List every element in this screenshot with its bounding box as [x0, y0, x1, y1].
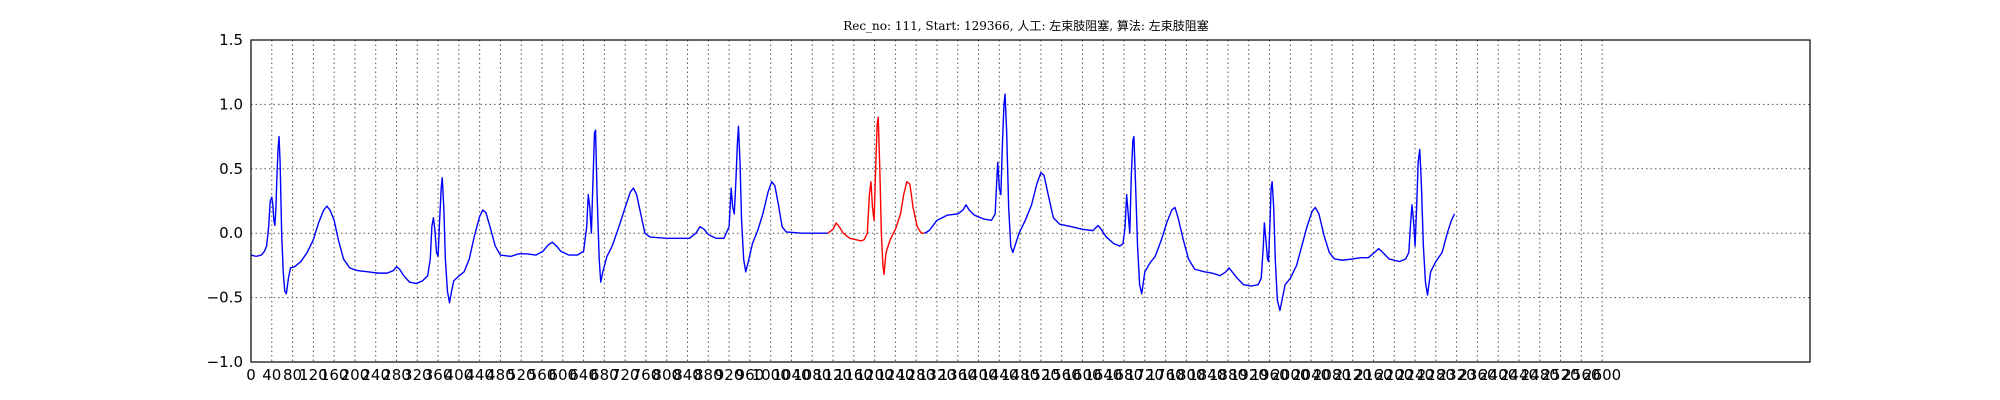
x-tick-label: 1720 [1126, 366, 1164, 384]
x-tick-label: 1320 [918, 366, 956, 384]
x-tick-label: 360 [424, 366, 453, 384]
x-tick-label: 40 [262, 366, 281, 384]
x-tick-label: 2320 [1438, 366, 1476, 384]
x-tick-label: 880 [694, 366, 723, 384]
x-tick-label: 1280 [897, 366, 935, 384]
x-tick-label: 80 [283, 366, 302, 384]
x-tick-label: 200 [341, 366, 370, 384]
x-tick-label: 1440 [980, 366, 1018, 384]
x-tick-label: 960 [736, 366, 765, 384]
plot-frame [250, 39, 1811, 363]
x-tick-label: 1120 [814, 366, 852, 384]
y-tick-label: −1.0 [207, 353, 243, 371]
x-tick-label: 2400 [1479, 366, 1517, 384]
x-tick-label: 400 [445, 366, 474, 384]
x-tick-label: 2480 [1521, 366, 1559, 384]
x-tick-label: 2440 [1500, 366, 1538, 384]
x-tick-label: 1520 [1022, 366, 1060, 384]
x-tick-label: 2240 [1396, 366, 1434, 384]
x-tick-label: 1600 [1063, 366, 1101, 384]
x-tick-label: 280 [382, 366, 411, 384]
y-tick-label: 1.0 [219, 95, 243, 113]
ecg-highlight-segment [827, 116, 925, 276]
x-tick-label: 160 [320, 366, 349, 384]
x-tick-label: 1680 [1105, 366, 1143, 384]
x-tick-label: 1800 [1167, 366, 1205, 384]
x-tick-label: 1000 [752, 366, 790, 384]
x-tick-label: 440 [465, 366, 494, 384]
x-tick-label: 640 [569, 366, 598, 384]
x-tick-label: 2600 [1583, 366, 1621, 384]
x-tick-label: 760 [632, 366, 661, 384]
ecg-signal-line [924, 93, 1456, 312]
x-tick-label: 2200 [1375, 366, 1413, 384]
x-tick-label: 1480 [1001, 366, 1039, 384]
x-tick-label: 1920 [1230, 366, 1268, 384]
x-tick-label: 560 [528, 366, 557, 384]
x-tick-label: 600 [548, 366, 577, 384]
y-tick-label: 0.0 [219, 224, 243, 242]
y-tick-label: 0.5 [219, 160, 243, 178]
ecg-signal-line [250, 125, 828, 304]
x-tick-label: 2000 [1271, 366, 1309, 384]
x-tick-label: 2080 [1313, 366, 1351, 384]
x-tick-label: 2280 [1417, 366, 1455, 384]
x-tick-label: 2560 [1562, 366, 1600, 384]
x-tick-label: 120 [299, 366, 328, 384]
x-tick-label: 1960 [1250, 366, 1288, 384]
x-tick-label: 1080 [793, 366, 831, 384]
x-tick-label: 800 [652, 366, 681, 384]
x-tick-label: 720 [611, 366, 640, 384]
series-layer [250, 93, 1456, 312]
x-tick-label: 920 [715, 366, 744, 384]
x-tick-label: 1840 [1188, 366, 1226, 384]
x-tick-label: 840 [673, 366, 702, 384]
x-tick-label: 1560 [1043, 366, 1081, 384]
x-tick-label: 2120 [1334, 366, 1372, 384]
y-axis: 1.5 1.0 0.5 0.0 −0.5 −1.0 [207, 31, 243, 371]
y-tick-label: −0.5 [207, 289, 243, 307]
x-tick-label: 480 [486, 366, 515, 384]
x-tick-label: 1760 [1147, 366, 1185, 384]
grid-layer [250, 39, 1810, 363]
x-tick-label: 2160 [1354, 366, 1392, 384]
x-axis: 0 40 8012016020024028032036040044048052056… [246, 366, 1621, 384]
x-tick-label: 1640 [1084, 366, 1122, 384]
x-tick-label: 2040 [1292, 366, 1330, 384]
x-tick-label: 1880 [1209, 366, 1247, 384]
chart-title: Rec_no: 111, Start: 129366, 人工: 左束肢阻塞, 算… [843, 18, 1209, 33]
x-tick-label: 520 [507, 366, 536, 384]
x-tick-label: 0 [246, 366, 256, 384]
x-tick-label: 320 [403, 366, 432, 384]
x-tick-label: 1400 [959, 366, 997, 384]
x-tick-label: 2360 [1458, 366, 1496, 384]
x-tick-label: 1240 [876, 366, 914, 384]
x-tick-label: 2520 [1541, 366, 1579, 384]
x-tick-label: 1360 [939, 366, 977, 384]
x-tick-label: 1200 [856, 366, 894, 384]
x-tick-label: 1160 [835, 366, 873, 384]
x-tick-label: 240 [361, 366, 390, 384]
x-tick-label: 1040 [772, 366, 810, 384]
x-tick-label: 680 [590, 366, 619, 384]
y-tick-label: 1.5 [219, 31, 243, 49]
